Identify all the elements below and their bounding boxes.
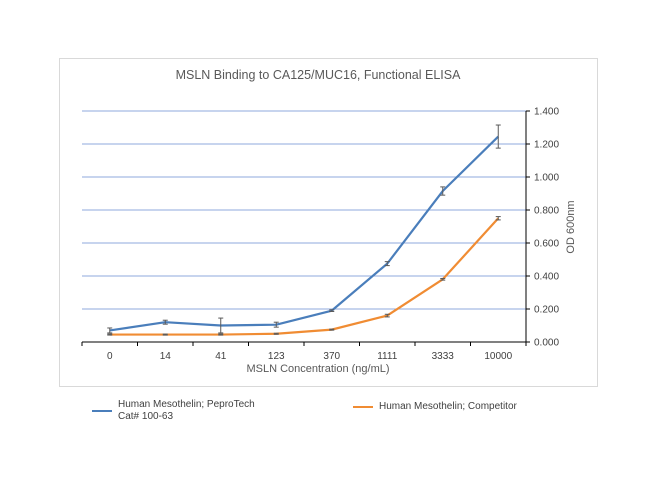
y-tick-label-7: 1.400 [534,107,559,118]
x-tick-label-7: 10000 [484,351,512,362]
legend-label-peprotech: Human Mesothelin; PeproTech Cat# 100-63 [118,399,255,423]
series-layer [107,124,501,336]
axis-layer: 0.000 0.200 0.400 0.600 0.800 1.000 1.200 1.400… [81,107,559,362]
legend-line-peprotech [92,410,112,412]
y-tick-label-1: 0.200 [534,305,559,316]
legend-label-peprotech-line1: Human Mesothelin; PeproTech [118,399,255,410]
x-tick-label-2: 41 [215,351,227,362]
y-tick-label-5: 1.000 [534,173,559,184]
x-tick-label-4: 370 [323,351,340,362]
y-tick-label-4: 0.800 [534,206,559,217]
y-axis-label: OD 600nm [565,200,577,253]
y-tick-label-0: 0.000 [534,338,559,349]
x-axis-label: MSLN Concentration (ng/mL) [246,363,389,375]
y-tick-label-2: 0.400 [534,272,559,283]
series-0 [107,124,501,334]
legend-label-competitor-line1: Human Mesothelin; Competitor [379,401,517,412]
grid-layer [82,110,526,310]
x-tick-label-3: 123 [268,351,285,362]
legend-line-competitor [353,406,373,408]
x-tick-label-5: 1111 [377,351,397,362]
x-tick-label-0: 0 [107,351,113,362]
chart-frame: MSLN Binding to CA125/MUC16, Functional … [59,58,598,387]
series-line-0 [109,135,500,332]
y-tick-label-6: 1.200 [534,140,559,151]
chart-svg: MSLN Binding to CA125/MUC16, Functional … [81,68,577,375]
series-line-1 [109,217,500,336]
x-tick-label-1: 14 [160,351,172,362]
legend-label-competitor: Human Mesothelin; Competitor [379,401,517,413]
series-1 [107,216,501,336]
x-tick-label-6: 3333 [432,351,455,362]
y-tick-label-3: 0.600 [534,239,559,250]
chart-title: MSLN Binding to CA125/MUC16, Functional … [176,68,462,82]
legend-label-peprotech-line2: Cat# 100-63 [118,411,174,422]
